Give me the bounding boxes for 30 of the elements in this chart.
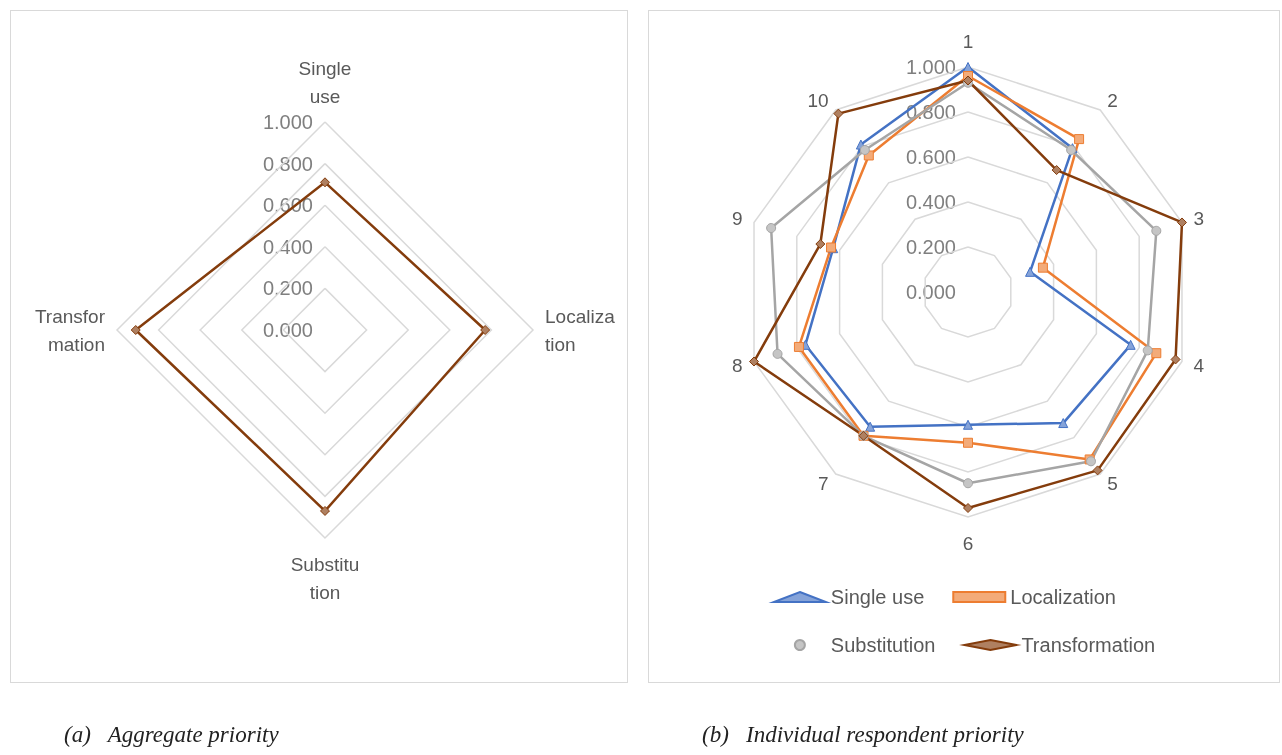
spoke-label: 2 (1107, 89, 1118, 111)
spoke-label: Localization (545, 305, 616, 355)
y-tick-label: 1.000 (262, 111, 313, 133)
spoke-label: 3 (1193, 208, 1204, 230)
spoke-label: Transformation (34, 305, 106, 355)
spoke-label: Substitution (290, 553, 360, 603)
legend-label: Single use (830, 586, 925, 608)
y-tick-label: 0.000 (905, 281, 956, 303)
spoke-label: 7 (818, 473, 829, 495)
y-tick-label: 1.000 (905, 56, 956, 78)
y-tick-label: 0.800 (262, 152, 313, 175)
spoke-label: 6 (962, 532, 974, 554)
legend-label: Substitution (830, 634, 936, 656)
y-tick-label: 0.400 (905, 191, 956, 213)
spoke-label: Single use (298, 57, 352, 107)
spoke-label: 1 (962, 30, 974, 52)
y-tick-label: 0.200 (905, 236, 956, 258)
y-tick-label: 0.400 (262, 235, 313, 258)
y-tick-label: 0.200 (262, 277, 313, 300)
legend-label: Transformation (1021, 634, 1156, 656)
text: (a) Aggregate priority (64, 722, 279, 748)
spoke-label: 10 (807, 89, 829, 111)
legend-label: Localization (1010, 586, 1116, 608)
spoke-label: 9 (732, 208, 743, 230)
text: (b) Individual respondent priority (702, 722, 1024, 748)
y-tick-label: 0.600 (905, 146, 956, 168)
spoke-label: 8 (732, 354, 743, 376)
y-tick-label: 0.000 (262, 319, 313, 341)
spoke-label: 4 (1193, 354, 1205, 376)
spoke-label: 5 (1107, 473, 1118, 495)
